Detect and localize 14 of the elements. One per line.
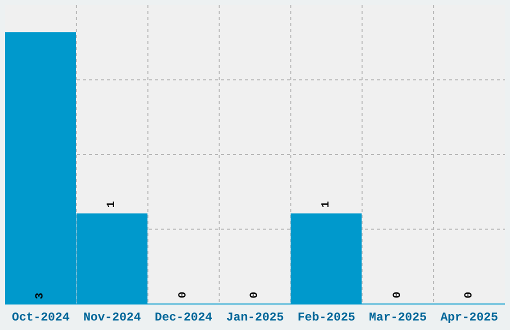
x-tick-label: Dec-2024: [154, 310, 212, 325]
x-tick-label: Oct-2024: [12, 310, 70, 325]
data-label: 0: [463, 292, 476, 298]
data-label: 1: [106, 200, 118, 208]
data-label: 0: [249, 292, 261, 298]
data-label: 0: [178, 292, 190, 298]
x-tick-label: Apr-2025: [440, 310, 498, 325]
data-label: 3: [34, 292, 47, 300]
data-label: 0: [392, 292, 404, 298]
data-label: 1: [320, 200, 332, 208]
x-tick-label: Nov-2024: [83, 310, 141, 325]
x-tick-label: Mar-2025: [369, 310, 427, 325]
x-tick-label: Jan-2025: [226, 310, 284, 325]
x-tick-label: Feb-2025: [298, 310, 356, 325]
